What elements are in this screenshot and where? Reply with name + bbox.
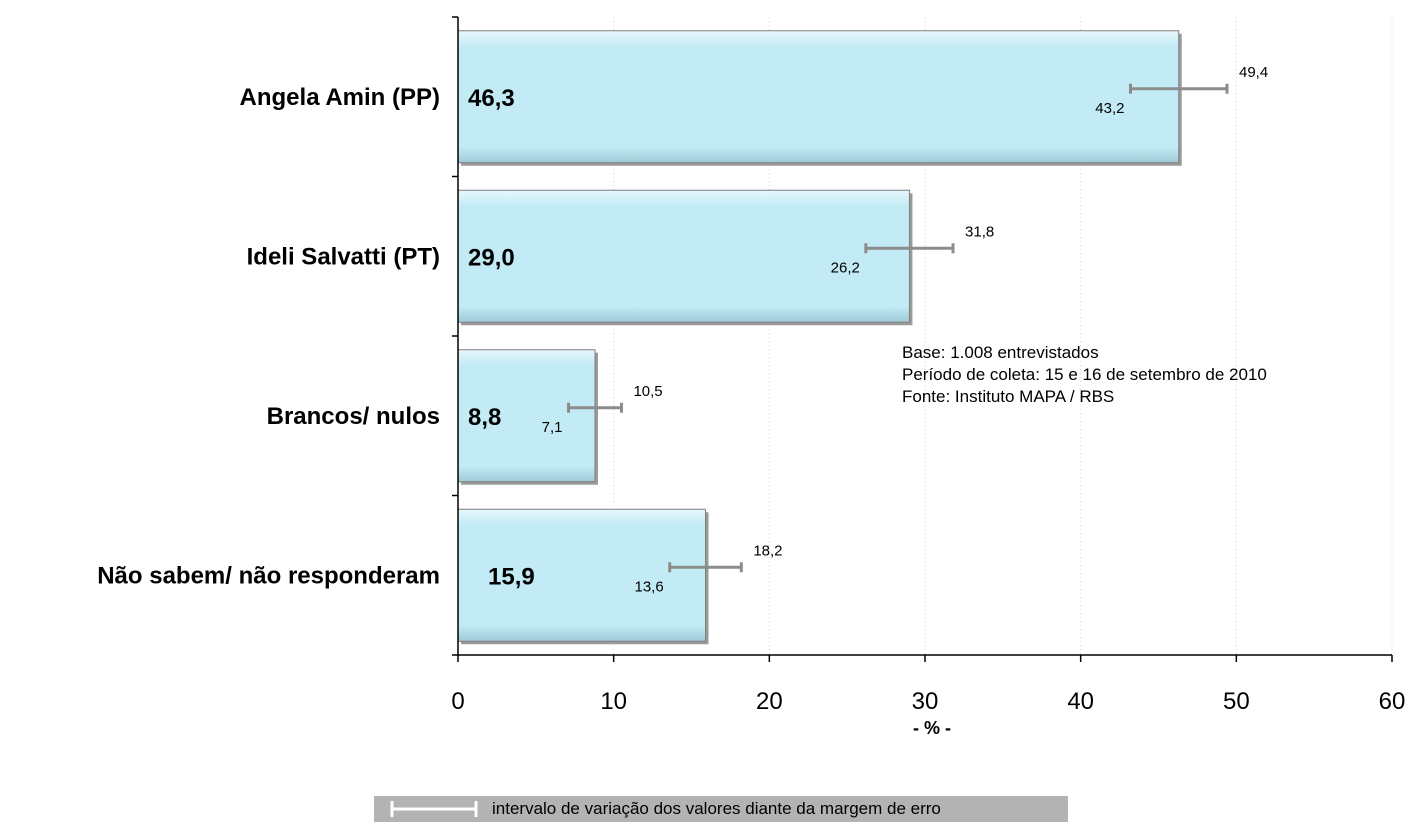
category-label-2: Brancos/ nulos bbox=[267, 403, 440, 430]
legend-background bbox=[374, 796, 1068, 822]
error-bar-icon bbox=[390, 801, 478, 817]
bars bbox=[457, 30, 1182, 645]
error-high-label-3: 18,2 bbox=[753, 542, 782, 559]
error-low-label-2: 7,1 bbox=[542, 419, 563, 436]
note-source: Fonte: Instituto MAPA / RBS bbox=[902, 387, 1114, 406]
error-high-label-0: 49,4 bbox=[1239, 64, 1268, 81]
error-low-label-0: 43,2 bbox=[1095, 100, 1124, 117]
x-tick-label-10: 10 bbox=[600, 688, 627, 715]
error-bars bbox=[567, 83, 1229, 573]
value-label-0: 46,3 bbox=[468, 85, 515, 112]
error-low-label-1: 26,2 bbox=[831, 259, 860, 276]
bar-0 bbox=[457, 30, 1180, 164]
error-low-label-3: 13,6 bbox=[635, 578, 664, 595]
bar-1 bbox=[457, 189, 910, 323]
bar-3 bbox=[457, 508, 707, 642]
value-label-2: 8,8 bbox=[468, 404, 501, 431]
notes-block: Base: 1.008 entrevistados Período de col… bbox=[902, 343, 1267, 406]
note-period: Período de coleta: 15 e 16 de setembro d… bbox=[902, 365, 1267, 384]
x-tick-label-0: 0 bbox=[451, 688, 464, 715]
x-tick-label-30: 30 bbox=[912, 688, 939, 715]
x-tick-label-20: 20 bbox=[756, 688, 783, 715]
x-tick-label-40: 40 bbox=[1067, 688, 1094, 715]
labels: Angela Amin (PP) 46,3 43,2 49,4 Ideli Salvat… bbox=[97, 64, 1405, 715]
x-tick-label-50: 50 bbox=[1223, 688, 1250, 715]
category-label-1: Ideli Salvatti (PT) bbox=[247, 243, 440, 270]
value-label-1: 29,0 bbox=[468, 244, 515, 271]
category-label-3: Não sabem/ não responderam bbox=[97, 562, 440, 589]
category-label-0: Angela Amin (PP) bbox=[240, 84, 440, 111]
legend-text: intervalo de variação dos valores diante… bbox=[492, 799, 941, 818]
error-high-label-1: 31,8 bbox=[965, 223, 994, 240]
legend: intervalo de variação dos valores diante… bbox=[374, 796, 1068, 822]
note-base: Base: 1.008 entrevistados bbox=[902, 343, 1099, 362]
value-label-3: 15,9 bbox=[488, 563, 535, 590]
x-axis-title: - % - bbox=[913, 718, 951, 738]
axes bbox=[452, 16, 1393, 662]
x-tick-label-60: 60 bbox=[1379, 688, 1406, 715]
bar-2 bbox=[457, 349, 596, 483]
error-high-label-2: 10,5 bbox=[633, 383, 662, 400]
